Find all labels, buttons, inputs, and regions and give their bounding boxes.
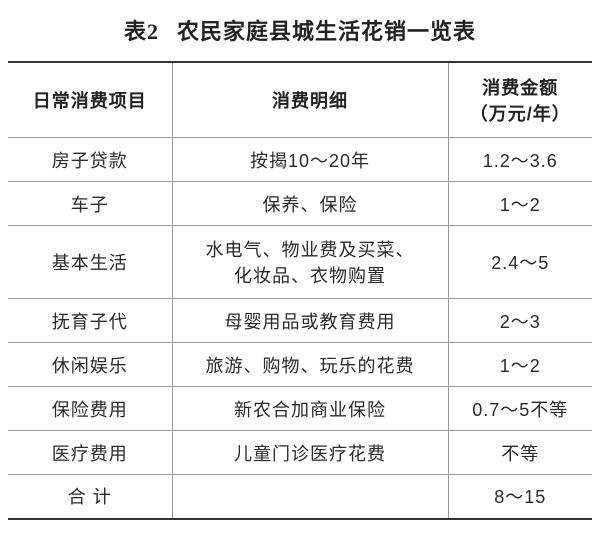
cell-item: 房子贷款 bbox=[8, 137, 172, 182]
header-detail: 消费明细 bbox=[171, 62, 448, 138]
header-amount-label: 消费金额 bbox=[482, 78, 559, 98]
table-row: 基本生活 水电气、物业费及买菜、 化妆品、衣物购置 2.4～5 bbox=[8, 225, 592, 299]
header-item: 日常消费项目 bbox=[32, 91, 147, 111]
cell-amount: 不等 bbox=[447, 430, 592, 475]
cell-amount: 1～2 bbox=[447, 342, 592, 387]
table-row: 车子 保养、保险 1～2 bbox=[8, 181, 592, 226]
cell-item: 保险费用 bbox=[8, 386, 172, 431]
cell-detail: 水电气、物业费及买菜、 化妆品、衣物购置 bbox=[171, 225, 448, 299]
cell-detail: 旅游、购物、玩乐的花费 bbox=[171, 342, 448, 387]
table-row: 房子贷款 按揭10～20年 1.2～3.6 bbox=[8, 137, 592, 182]
cell-detail: 保养、保险 bbox=[171, 181, 448, 226]
cell-amount: 0.7～5不等 bbox=[447, 386, 592, 431]
header-amount: 消费金额 （万元/年） bbox=[447, 62, 592, 138]
table-row: 抚育子代 母婴用品或教育费用 2～3 bbox=[8, 298, 592, 343]
total-row: 合 计 8～15 bbox=[8, 474, 592, 519]
cell-detail bbox=[171, 474, 448, 519]
cell-item: 基本生活 bbox=[8, 225, 172, 299]
expense-table: 日常消费项目 消费明细 消费金额 （万元/年） 房子贷款 按揭10～20年 1.2～3… bbox=[8, 61, 592, 520]
table-title: 表2 农民家庭县城生活花销一览表 bbox=[0, 14, 600, 46]
table-row: 休闲娱乐 旅游、购物、玩乐的花费 1～2 bbox=[8, 342, 592, 387]
cell-item: 车子 bbox=[8, 181, 172, 226]
table-row: 保险费用 新农合加商业保险 0.7～5不等 bbox=[8, 386, 592, 431]
cell-detail: 儿童门诊医疗花费 bbox=[171, 430, 448, 475]
table-row: 医疗费用 儿童门诊医疗花费 不等 bbox=[8, 430, 592, 475]
cell-amount: 2～3 bbox=[447, 298, 592, 343]
table-number: 表2 bbox=[123, 19, 159, 44]
cell-detail-line1: 水电气、物业费及买菜、 bbox=[205, 240, 415, 260]
cell-item: 休闲娱乐 bbox=[8, 342, 172, 387]
table-title-text: 农民家庭县城生活花销一览表 bbox=[177, 19, 477, 44]
header-amount-unit: （万元/年） bbox=[469, 104, 571, 124]
cell-item: 抚育子代 bbox=[8, 298, 172, 343]
cell-total-label: 合 计 bbox=[8, 474, 172, 519]
cell-detail: 按揭10～20年 bbox=[171, 137, 448, 182]
cell-amount: 1.2～3.6 bbox=[447, 137, 592, 182]
cell-amount: 1～2 bbox=[447, 181, 592, 226]
cell-total-amount: 8～15 bbox=[447, 474, 592, 519]
cell-amount: 2.4～5 bbox=[447, 225, 592, 299]
cell-item: 医疗费用 bbox=[8, 430, 172, 475]
cell-detail: 母婴用品或教育费用 bbox=[171, 298, 448, 343]
cell-detail: 新农合加商业保险 bbox=[171, 386, 448, 431]
header-row: 日常消费项目 消费明细 消费金额 （万元/年） bbox=[8, 62, 592, 138]
cell-detail-line2: 化妆品、衣物购置 bbox=[234, 266, 386, 286]
